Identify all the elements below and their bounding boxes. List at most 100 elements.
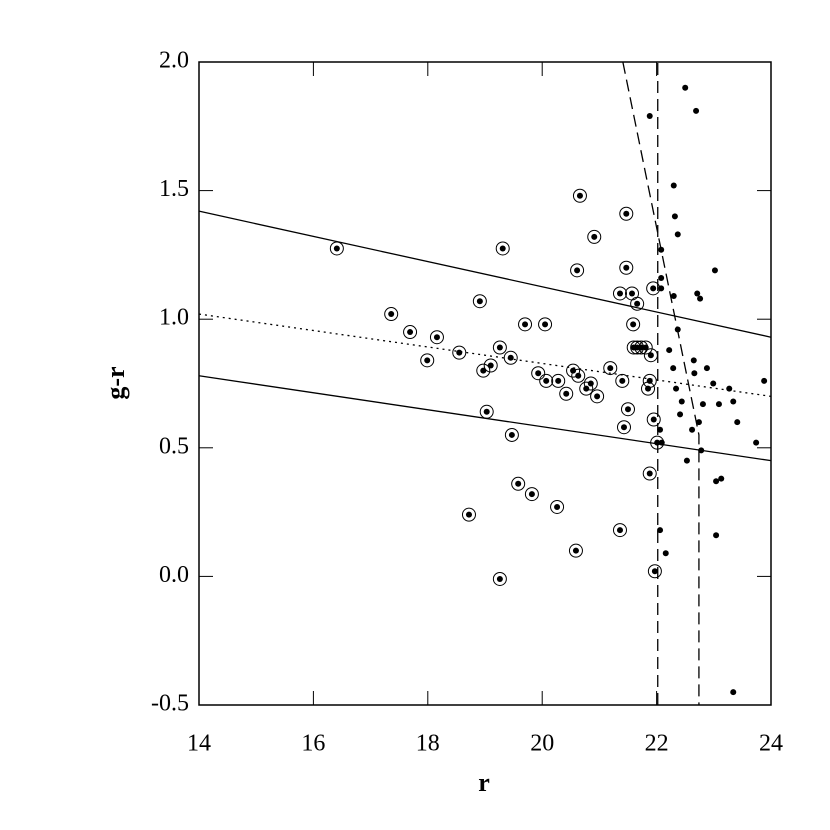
point — [646, 412, 661, 427]
point-dot — [694, 290, 701, 297]
point — [658, 439, 665, 446]
point — [566, 363, 581, 378]
point-ring — [492, 571, 507, 586]
point — [713, 478, 720, 485]
point — [726, 385, 733, 392]
point-dot — [691, 370, 698, 377]
point — [583, 376, 598, 391]
point-dot — [699, 401, 706, 408]
y-tick-label: 1.0 — [159, 305, 189, 331]
point-dot — [616, 527, 623, 534]
point — [511, 476, 526, 491]
point-ring — [572, 188, 587, 203]
point — [619, 260, 634, 275]
point-dot — [646, 470, 653, 477]
point-dot — [670, 365, 677, 372]
plot-frame — [198, 61, 772, 706]
point-dot — [522, 321, 529, 328]
point — [612, 286, 627, 301]
point-dot — [433, 334, 440, 341]
point-dot — [753, 439, 760, 446]
point — [625, 286, 640, 301]
point-ring — [571, 368, 586, 383]
point-ring — [566, 363, 581, 378]
point — [670, 365, 677, 372]
point-ring — [647, 564, 662, 579]
point — [666, 347, 673, 354]
point-ring — [568, 543, 583, 558]
point — [734, 419, 741, 426]
point-dot — [713, 478, 720, 485]
x-tick-label: 24 — [759, 731, 783, 757]
point — [715, 401, 722, 408]
point-dot — [730, 689, 737, 696]
point-ring — [403, 325, 418, 340]
point-dot — [670, 293, 677, 300]
point-dot — [535, 370, 542, 377]
point-dot — [703, 365, 710, 372]
point — [647, 564, 662, 579]
point-dot — [647, 352, 654, 359]
point-ring — [583, 376, 598, 391]
point — [693, 107, 700, 114]
point-ring — [559, 386, 574, 401]
y-tick-label: 2.0 — [159, 48, 189, 74]
point-dot — [465, 511, 472, 518]
point-dot — [673, 385, 680, 392]
point-ring — [492, 340, 507, 355]
point — [662, 550, 669, 557]
point-ring — [638, 340, 653, 355]
point — [678, 398, 685, 405]
point-dot — [710, 380, 717, 387]
point — [730, 398, 737, 405]
point — [538, 317, 553, 332]
point — [689, 426, 696, 433]
point-ring — [420, 353, 435, 368]
point-ring — [621, 402, 635, 417]
point — [492, 571, 507, 586]
point-dot — [693, 107, 700, 114]
point — [559, 386, 574, 401]
point-dot — [734, 419, 741, 426]
point — [718, 475, 725, 482]
point-dot — [698, 447, 705, 454]
point-dot — [713, 532, 720, 539]
point-dot — [690, 357, 697, 364]
point-ring — [570, 263, 585, 278]
point — [697, 295, 704, 302]
point — [621, 402, 635, 417]
point-ring — [587, 229, 602, 244]
point — [683, 457, 690, 464]
point-dot — [657, 426, 664, 433]
point — [690, 357, 697, 364]
point-dot — [677, 411, 684, 418]
point-dot — [570, 367, 577, 374]
point-ring — [643, 348, 658, 363]
point-ring — [495, 241, 510, 256]
point-ring — [551, 373, 566, 388]
point — [616, 420, 631, 435]
point-dot — [674, 326, 681, 333]
x-tick-label: 20 — [530, 731, 554, 757]
point-ring — [641, 381, 656, 396]
point-dot — [576, 192, 583, 199]
point-dot — [543, 377, 550, 384]
point — [551, 373, 566, 388]
point-ring — [503, 350, 518, 365]
point-ring — [524, 487, 539, 502]
point — [568, 543, 583, 558]
point-ring — [511, 476, 526, 491]
point-dot — [651, 568, 658, 575]
point — [694, 290, 701, 297]
point-dot — [650, 416, 657, 423]
reference-line — [198, 210, 772, 338]
point — [626, 317, 641, 332]
point-ring — [452, 345, 467, 360]
point-ring — [612, 523, 627, 538]
point-ring — [472, 294, 487, 309]
point-dot — [625, 406, 631, 413]
point-dot — [658, 275, 665, 282]
point-dot — [515, 480, 522, 487]
point — [429, 330, 444, 345]
point-dot — [674, 231, 681, 238]
